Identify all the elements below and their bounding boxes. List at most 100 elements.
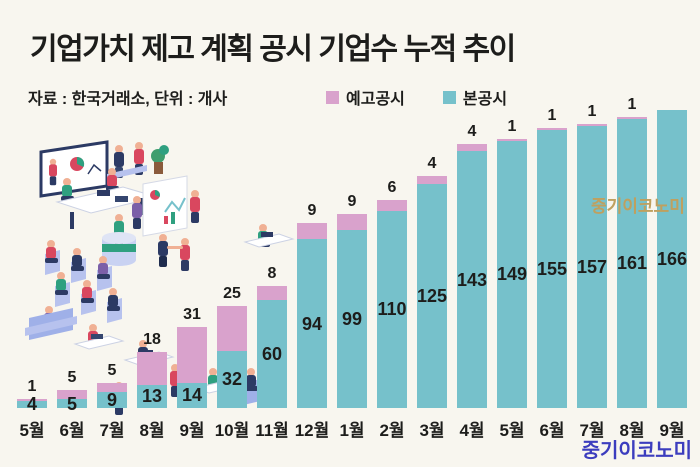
pre-count-label: 8: [267, 264, 277, 282]
main-segment: 125: [417, 183, 447, 408]
pre-segment: [377, 199, 407, 211]
main-segment: 14: [177, 382, 207, 408]
bar-column: 5 5 6월: [52, 370, 92, 443]
month-label: 6월: [59, 420, 85, 440]
stacked-bar: 149: [497, 138, 527, 408]
pre-count-label: 1: [507, 117, 517, 135]
plot-area: 1 4 5월 5 5 6월 5 9 7월 18 13 8월 31 14 9월 25 32 10월 8 60 11월 9 94…: [12, 51, 692, 443]
podium-speaker-illustration: [102, 214, 136, 266]
pre-count-label: 4: [467, 123, 477, 141]
pre-count-label: 18: [143, 331, 161, 349]
month-label: 8월: [619, 420, 645, 440]
bar-column: 4 143 4월: [452, 124, 492, 443]
main-segment: 4: [17, 395, 47, 414]
stacked-bar: 94: [297, 223, 327, 408]
presentation-screen-illustration: [39, 140, 109, 198]
pre-segment: [217, 305, 247, 351]
legend-item-pre: 예고공시: [326, 85, 405, 109]
bar-column: 1 157 7월: [572, 104, 612, 443]
stacked-bar: 166: [657, 110, 687, 408]
pre-count-label: 4: [427, 155, 437, 173]
pre-count-label: 31: [183, 306, 201, 324]
bar-column: 9 94 12월: [292, 203, 332, 443]
main-segment: 60: [257, 300, 287, 408]
legend-swatch-main: [442, 90, 456, 104]
stacked-bar: 9: [97, 382, 127, 409]
pre-count-label: 5: [67, 369, 77, 387]
main-segment: 166: [657, 110, 687, 408]
stacked-bar: 99: [337, 214, 367, 408]
bar-column: 31 14 9월: [172, 307, 212, 443]
pre-count-label: 1: [587, 103, 597, 121]
source-note: 자료 : 한국거래소, 단위 : 개사: [28, 91, 228, 108]
month-label: 5월: [499, 420, 525, 440]
bar-column: 8 60 11월: [252, 264, 292, 443]
bar-column: 1 149 5월: [492, 117, 532, 443]
desk-worker-illustration: [244, 224, 294, 248]
bar-column: 18 13 8월: [132, 332, 172, 443]
pre-segment: [97, 382, 127, 392]
pre-segment: [177, 327, 207, 383]
main-segment: 99: [337, 230, 367, 408]
bar-column: 6 110 2월: [372, 179, 412, 443]
main-segment: 155: [537, 129, 567, 408]
month-label: 2월: [379, 420, 405, 440]
side-watermark: 중기이코노미: [591, 197, 685, 216]
stacked-bar: 155: [537, 127, 567, 408]
pre-segment: [417, 176, 447, 184]
main-segment: 149: [497, 140, 527, 408]
pre-segment: [617, 117, 647, 119]
bar-column: 25 32 10월: [212, 284, 252, 443]
main-segment: 13: [137, 384, 167, 408]
month-label: 3월: [419, 420, 445, 440]
stacked-bar: 161: [617, 117, 647, 408]
pre-segment: [257, 285, 287, 301]
month-label: 9월: [659, 420, 685, 440]
pre-count-label: 25: [223, 284, 241, 302]
whiteboard-illustration: [132, 175, 200, 237]
pre-segment: [57, 390, 87, 400]
main-segment: 5: [57, 395, 87, 412]
month-label: 4월: [459, 420, 485, 440]
main-segment: 143: [457, 151, 487, 408]
month-label: 11월: [255, 420, 289, 440]
main-segment: 32: [217, 350, 247, 408]
month-label: 5월: [19, 420, 45, 440]
month-label: 7월: [579, 420, 605, 440]
legend-label-pre: 예고공시: [346, 91, 405, 108]
stacked-bar: 110: [377, 199, 407, 408]
month-label: 7월: [99, 420, 125, 440]
bar-column: 166 9월: [652, 110, 692, 443]
month-label: 9월: [179, 420, 205, 440]
main-segment: 157: [577, 126, 607, 408]
stacked-bar: 143: [457, 144, 487, 408]
main-segment: 9: [97, 391, 127, 409]
stacked-bar: 125: [417, 176, 447, 408]
footer-watermark: 중기이코노미: [581, 440, 692, 462]
page-title: 기업가치 제고 계획 공시 기업수 누적 추이: [30, 33, 516, 66]
month-label: 12월: [294, 420, 330, 440]
stacked-bar: 60: [257, 285, 287, 408]
pre-segment: [457, 144, 487, 152]
stacked-bar: 157: [577, 124, 607, 408]
pre-count-label: 9: [347, 193, 357, 211]
pre-segment: [17, 399, 47, 401]
stacked-bar: 5: [57, 390, 87, 412]
handshake-illustration: [158, 234, 190, 271]
bar-column: 1 161 8월: [612, 97, 652, 443]
pre-count-label: 1: [627, 96, 637, 114]
main-segment: 161: [617, 118, 647, 408]
bar-column: 1 4 5월: [12, 379, 52, 443]
main-segment: 110: [377, 210, 407, 408]
stacked-bar: 13: [137, 352, 167, 408]
legend-label-main: 본공시: [462, 91, 508, 108]
bar-column: 5 9 7월: [92, 362, 132, 443]
sofa-illustration: [25, 306, 77, 340]
pre-segment: [497, 138, 527, 141]
office-illustration: [25, 140, 294, 415]
pre-count-label: 1: [27, 378, 37, 396]
stacked-bar: 32: [217, 305, 247, 408]
month-label: 10월: [214, 420, 250, 440]
pre-count-label: 9: [307, 202, 317, 220]
